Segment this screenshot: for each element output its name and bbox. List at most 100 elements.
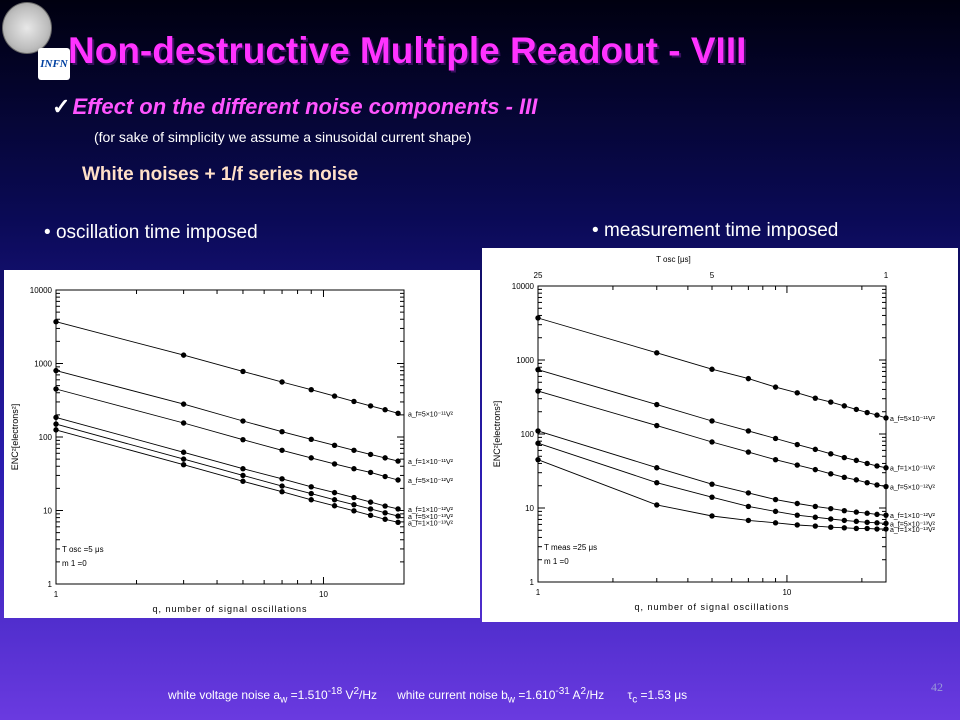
data-point [395,506,401,512]
series-label: a_f=1×10⁻¹¹V² [408,459,454,466]
data-point [331,489,338,496]
y-tick-label: 1000 [516,356,534,365]
y-axis-label: ENC²[electrons²] [10,404,20,471]
chart-oscillation-time-imposed: 1 10 100 1000 10000 1 10 q, number of signal os… [4,270,480,618]
data-point [331,442,338,449]
top-axis-tick-label: 25 [534,271,543,280]
data-point [279,489,285,495]
data-point [745,428,752,434]
data-point [279,476,285,482]
data-point [864,510,870,516]
y-tick-label: 100 [521,430,535,439]
data-point [853,509,860,515]
data-point [535,456,541,463]
y-tick-label: 100 [39,433,53,442]
assumption-note: (for sake of simplicity we assume a sinu… [94,129,472,145]
data-point [351,508,357,514]
data-point [709,494,715,500]
data-point [331,393,338,399]
series-line [55,370,399,462]
data-point [240,436,246,443]
data-point [841,474,848,480]
data-point [853,406,860,413]
data-point [395,519,401,526]
series-line [55,416,399,510]
data-point [745,503,752,510]
data-point [654,350,660,356]
data-point [180,461,187,468]
data-point [874,463,880,469]
data-point [812,523,819,529]
plot-frame [55,289,405,585]
data-point [395,477,401,483]
data-point [812,395,819,401]
x-axis-label: q, number of signal oscillations [634,602,789,612]
data-point [841,454,848,461]
data-point [367,499,374,505]
data-point [883,520,889,527]
data-point [841,525,848,531]
y-axis-label: ENC²[electrons²] [492,401,502,468]
footer-parameters: white voltage noise aw =1.510-18 V2/Hz w… [168,686,688,706]
data-point [351,501,357,508]
series-label: a_f=5×10⁻¹³V² [408,514,454,521]
data-point [772,435,779,442]
top-axis-label: T osc [μs] [656,255,691,264]
series-label: a_f=1×10⁻¹³V² [408,520,454,527]
top-axis-tick-label: 5 [710,271,715,280]
data-point [367,451,374,458]
subtitle-text: Effect on the different noise components… [72,94,538,119]
data-point [794,441,800,448]
series-label: a_f=5×10⁻¹¹V² [408,411,454,418]
data-point [382,510,388,516]
data-point [279,379,285,385]
data-point [883,415,889,421]
x-tick-label: 10 [782,588,791,597]
data-point [864,479,870,486]
data-point [709,439,715,445]
data-point [828,524,834,530]
data-point [308,455,314,461]
data-point [812,503,819,510]
data-point [308,387,314,393]
series-line [55,321,399,414]
university-seal-logo [2,2,52,54]
data-point [351,398,357,405]
data-point [853,525,860,532]
data-point [53,414,59,421]
infn-logo: INFN [38,48,70,80]
data-point [382,503,388,509]
data-point [308,484,314,490]
data-point [828,451,834,457]
data-point [853,477,860,483]
data-point [864,460,870,467]
data-point [240,466,246,472]
slide-number: 42 [931,680,943,694]
data-point [794,462,800,468]
y-tick-label: 10 [525,504,534,513]
data-point [180,420,187,426]
parameter-annotation: T osc =5 μs [62,545,104,554]
data-point [308,436,314,443]
data-point [382,473,388,480]
checkmark-icon: ✓ [52,94,71,119]
y-tick-label: 10000 [30,286,53,295]
data-point [828,505,834,512]
data-point [395,458,401,464]
data-point [331,503,338,509]
data-point [841,403,848,409]
parameter-annotation: m 1 =0 [62,559,87,568]
data-point [745,490,752,496]
series-line [537,390,887,487]
data-point [53,367,59,374]
data-point [874,482,880,488]
y-tick-label: 1 [530,578,535,587]
data-point [794,512,800,518]
data-point [351,466,357,472]
data-point [874,520,880,526]
series-label: a_f=1×10⁻¹³V² [890,527,936,534]
data-point [367,512,374,519]
data-point [883,465,889,471]
data-point [351,494,357,501]
data-point [654,465,660,471]
